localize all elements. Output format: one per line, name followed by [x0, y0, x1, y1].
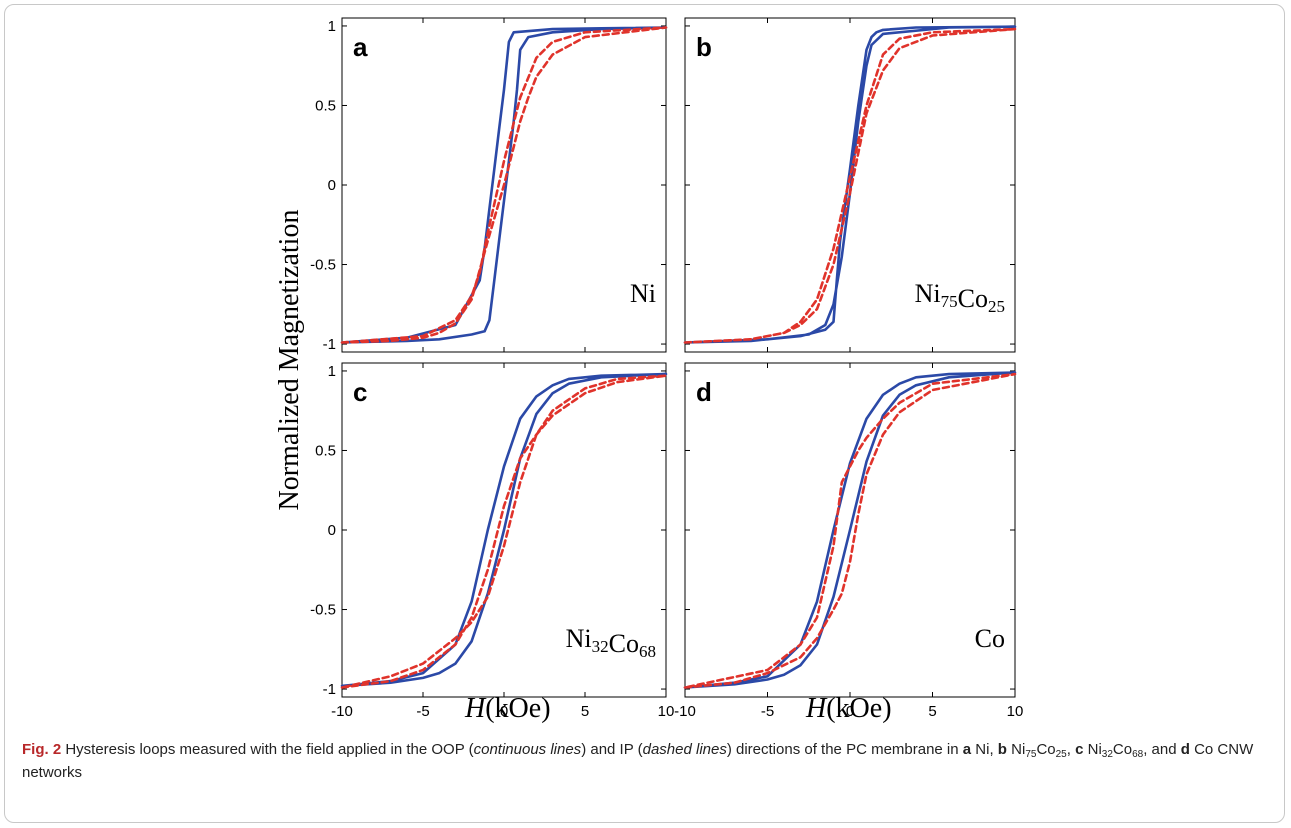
caption-text: ,: [1066, 741, 1076, 758]
y-tick-label: 0: [328, 177, 336, 194]
material-label-text: Ni: [566, 624, 592, 653]
x-axis-label-variable: H: [464, 693, 487, 724]
x-tick-label: 10: [1007, 703, 1024, 720]
material-label: Ni: [630, 279, 656, 308]
series-oop-continuous: [340, 26, 668, 344]
y-tick-label: -0.5: [310, 602, 336, 619]
series-ip-dashed: [683, 27, 1017, 344]
y-tick-label: 1: [328, 363, 336, 380]
x-tick-label: 0: [846, 703, 854, 720]
panel-letter: d: [696, 377, 712, 407]
material-label-subscript: 25: [988, 297, 1005, 316]
caption-panel-ref: d: [1180, 741, 1190, 758]
series-ip-dashed: [340, 26, 668, 344]
panel-letter: a: [353, 32, 368, 62]
material-label-subscript: 75: [941, 292, 958, 311]
x-axis-label-variable: H: [805, 693, 828, 724]
figure-caption: Fig. 2 Hysteresis loops measured with th…: [22, 738, 1272, 784]
caption-panel-ref: c: [1075, 741, 1084, 758]
caption-subscript: 75: [1025, 749, 1037, 760]
y-tick-label: 0: [328, 522, 336, 539]
material-label-text: Ni: [915, 279, 941, 308]
caption-text: Ni,: [971, 741, 998, 758]
panel-letter: b: [696, 32, 712, 62]
series-oop-continuous: [340, 372, 668, 688]
caption-subscript: 32: [1101, 749, 1113, 760]
material-label: Ni32Co68: [566, 624, 656, 661]
caption-panel-ref: a: [962, 741, 972, 758]
x-tick-label: 5: [928, 703, 936, 720]
caption-text: ) directions of the PC membrane in: [726, 741, 963, 758]
series-oop-continuous: [683, 25, 1017, 344]
figure-frame: [4, 4, 1285, 823]
panel-c: -1 -0.5 0 0.5 1 -10 -5 0 5 10 c Ni32Co68: [310, 362, 675, 720]
y-tick-label: 1: [328, 18, 336, 35]
material-label-text: Co: [975, 624, 1005, 653]
y-tick-label: 0.5: [315, 442, 336, 459]
caption-italic: dashed lines: [642, 741, 727, 758]
panel-a: -1 -0.5 0 0.5 1a Ni: [310, 17, 668, 353]
material-label-subscript: 32: [592, 637, 609, 656]
y-tick-label: -0.5: [310, 257, 336, 274]
series-oop-continuous: [683, 371, 1017, 689]
panel-b: b Ni75Co25: [683, 17, 1017, 353]
x-axis-label-left: H(kOe): [464, 693, 551, 724]
panel-letter: c: [353, 377, 367, 407]
x-tick-label: -10: [331, 703, 353, 720]
caption-text: Ni: [1006, 741, 1026, 758]
x-axis-label-right: H(kOe): [805, 693, 892, 724]
x-tick-label: -5: [761, 703, 774, 720]
material-label: Ni75Co25: [915, 279, 1005, 316]
y-tick-label: -1: [323, 336, 336, 353]
x-tick-label: 10: [658, 703, 675, 720]
x-axis-label-unit: (kOe): [485, 693, 550, 724]
material-label-text: Co: [958, 284, 988, 313]
caption-subscript: 68: [1132, 749, 1144, 760]
caption-text: , and: [1143, 741, 1181, 758]
svg-text:H(kOe): H(kOe): [805, 693, 892, 724]
x-axis-label-unit: (kOe): [826, 693, 891, 724]
caption-text: Co CNW networks: [22, 741, 1254, 781]
caption-panel-ref: b: [997, 741, 1007, 758]
caption-text: Co: [1112, 741, 1133, 758]
caption-text: Co: [1036, 741, 1056, 758]
x-tick-label: -10: [674, 703, 696, 720]
panel-d: -10 -5 0 5 10 d Co: [674, 362, 1024, 720]
caption-subscript: 25: [1055, 749, 1067, 760]
x-tick-label: 5: [581, 703, 589, 720]
caption-text: Ni: [1083, 741, 1102, 758]
y-tick-label: 0.5: [315, 97, 336, 114]
x-tick-label: 0: [500, 703, 508, 720]
material-label-subscript: 68: [639, 642, 656, 661]
figure-number: Fig. 2: [22, 741, 62, 758]
figure-svg: Normalized Magnetization H(kOe) H(kOe) -…: [274, 17, 1024, 724]
material-label-text: Co: [609, 629, 639, 658]
series-ip-dashed: [340, 374, 668, 689]
caption-text: Hysteresis loops measured with the field…: [61, 741, 474, 758]
material-label-text: Ni: [630, 279, 656, 308]
svg-text:H(kOe): H(kOe): [464, 693, 551, 724]
material-label: Co: [975, 624, 1005, 653]
caption-italic: continuous lines: [473, 741, 582, 758]
x-tick-label: -5: [416, 703, 429, 720]
series-ip-dashed: [683, 372, 1017, 689]
y-tick-label: -1: [323, 681, 336, 698]
y-axis-label: Normalized Magnetization: [274, 210, 305, 511]
caption-text: ) and IP (: [581, 741, 643, 758]
